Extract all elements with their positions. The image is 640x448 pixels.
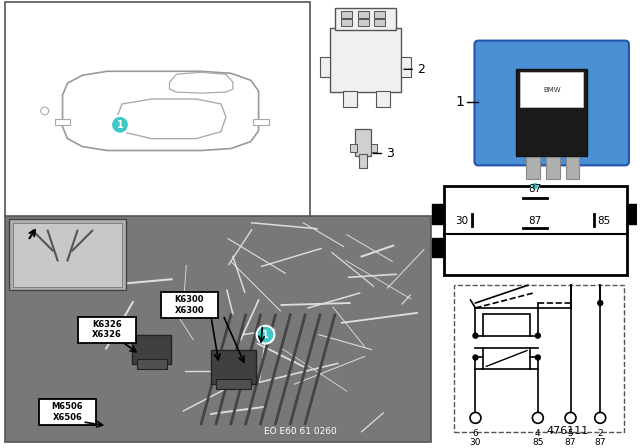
- Bar: [340, 19, 352, 26]
- Circle shape: [111, 116, 129, 134]
- Bar: [137, 359, 166, 369]
- Bar: [371, 143, 378, 151]
- Bar: [546, 157, 559, 179]
- Bar: [627, 204, 639, 224]
- Circle shape: [536, 355, 540, 360]
- Bar: [401, 57, 411, 77]
- Circle shape: [532, 413, 543, 423]
- Bar: [432, 204, 444, 224]
- Bar: [320, 57, 330, 77]
- Bar: [444, 186, 627, 275]
- Bar: [349, 143, 356, 151]
- Polygon shape: [63, 71, 259, 151]
- Bar: [355, 129, 371, 156]
- Circle shape: [536, 333, 540, 338]
- Text: 6: 6: [472, 429, 478, 438]
- Bar: [358, 19, 369, 26]
- Circle shape: [473, 333, 478, 338]
- Bar: [335, 8, 396, 30]
- Bar: [216, 379, 251, 389]
- Bar: [566, 157, 579, 179]
- Bar: [211, 349, 255, 384]
- Circle shape: [473, 355, 478, 360]
- Bar: [78, 317, 136, 343]
- Polygon shape: [253, 119, 269, 125]
- Bar: [374, 19, 385, 26]
- Text: 2: 2: [417, 63, 425, 76]
- Text: 85: 85: [532, 438, 543, 447]
- Text: 85: 85: [598, 216, 611, 226]
- Text: EO E60 61 0260: EO E60 61 0260: [264, 426, 337, 436]
- Bar: [358, 11, 369, 18]
- Text: BMW: BMW: [543, 87, 561, 93]
- Text: 1: 1: [116, 120, 124, 130]
- Circle shape: [565, 413, 576, 423]
- Bar: [330, 28, 401, 92]
- Polygon shape: [170, 72, 233, 93]
- Text: K6300
X6300: K6300 X6300: [175, 295, 204, 314]
- Text: 5: 5: [568, 429, 573, 438]
- Circle shape: [598, 301, 603, 306]
- Circle shape: [257, 326, 275, 344]
- Bar: [9, 219, 126, 290]
- Circle shape: [595, 413, 605, 423]
- Bar: [5, 216, 431, 442]
- Text: 3: 3: [387, 147, 394, 160]
- Bar: [483, 314, 530, 336]
- Text: 476111: 476111: [547, 426, 589, 436]
- Text: 30: 30: [470, 438, 481, 447]
- Text: 87: 87: [595, 438, 606, 447]
- Text: 2: 2: [597, 429, 603, 438]
- Text: 87: 87: [528, 184, 541, 194]
- Bar: [376, 91, 390, 107]
- Bar: [483, 348, 530, 369]
- Bar: [161, 292, 218, 318]
- Text: 1: 1: [262, 330, 269, 340]
- Text: 4: 4: [535, 429, 541, 438]
- Bar: [39, 399, 96, 425]
- Text: 87: 87: [528, 216, 541, 226]
- Circle shape: [531, 182, 539, 190]
- Text: 87: 87: [564, 438, 576, 447]
- Bar: [13, 223, 122, 287]
- Text: M6506
X6506: M6506 X6506: [52, 402, 83, 422]
- Bar: [358, 155, 367, 168]
- Text: 30: 30: [455, 216, 468, 226]
- Circle shape: [470, 413, 481, 423]
- Text: K6326
X6326: K6326 X6326: [92, 320, 122, 340]
- Bar: [340, 11, 352, 18]
- Bar: [520, 72, 584, 107]
- Text: 1: 1: [456, 95, 465, 109]
- Bar: [454, 285, 624, 432]
- Bar: [526, 157, 540, 179]
- Bar: [516, 69, 588, 156]
- Bar: [374, 11, 385, 18]
- Bar: [5, 2, 310, 218]
- Polygon shape: [54, 119, 70, 125]
- Bar: [343, 91, 356, 107]
- Bar: [432, 237, 444, 258]
- FancyBboxPatch shape: [474, 41, 629, 165]
- Bar: [132, 335, 172, 364]
- Polygon shape: [117, 99, 226, 138]
